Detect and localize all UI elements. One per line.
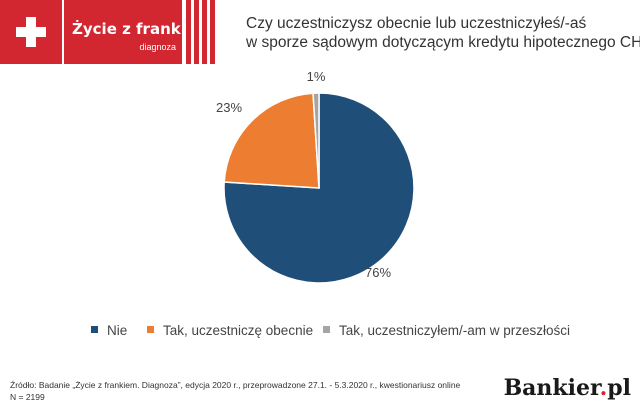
swiss-cross-icon: [0, 0, 62, 64]
bankier-logo: Bankier.pl: [504, 375, 631, 401]
legend-label: Nie: [107, 323, 128, 338]
brand-main: Bankier: [503, 375, 600, 401]
pie-data-label: 23%: [216, 100, 242, 115]
pie-data-label: 76%: [365, 265, 391, 280]
logo-subtitle: diagnoza: [139, 42, 176, 52]
legend-swatch: [91, 326, 98, 333]
source-text: Źródło: Badanie „Życie z frankiem. Diagn…: [10, 380, 461, 390]
pie-slice-tak-obecnie: [223, 92, 320, 189]
sample-size: N = 2199: [10, 392, 45, 402]
brand-tld: pl: [607, 375, 631, 401]
pie-data-label: 1%: [307, 69, 326, 84]
legend-item-tak-przeszlosc: Tak, uczestniczyłem/-am w przeszłości: [323, 323, 570, 338]
chart-title: Czy uczestniczysz obecnie lub uczestnicz…: [246, 14, 640, 52]
pie-slice-nie: [223, 92, 415, 284]
logo-stripe: [186, 0, 191, 64]
legend-swatch: [147, 326, 154, 333]
pie-slice-tak-przeszlosc: [312, 92, 320, 189]
logo-stripe: [202, 0, 207, 64]
logo-name: Życie z frankiem: [72, 20, 212, 38]
logo-text-box: Życie z frankiem diagnoza: [64, 0, 212, 64]
legend-label: Tak, uczestniczyłem/-am w przeszłości: [339, 323, 571, 338]
legend-label: Tak, uczestniczę obecnie: [163, 323, 314, 338]
brand-dot: .: [599, 375, 608, 401]
legend-swatch: [323, 326, 330, 333]
chart-title-line2: w sporze sądowym dotyczącym kredytu hipo…: [246, 34, 640, 51]
brand-logo: Życie z frankiem diagnoza: [0, 0, 215, 64]
source-note: Źródło: Badanie „Życie z frankiem. Diagn…: [10, 379, 460, 403]
logo-stripe: [194, 0, 199, 64]
chart-legend: Nie Tak, uczestniczę obecnie Tak, uczest…: [0, 323, 640, 341]
logo-stripe: [210, 0, 215, 64]
chart-title-line1: Czy uczestniczysz obecnie lub uczestnicz…: [246, 15, 587, 32]
legend-item-tak-obecnie: Tak, uczestniczę obecnie: [147, 323, 313, 338]
legend-item-nie: Nie: [91, 323, 127, 338]
